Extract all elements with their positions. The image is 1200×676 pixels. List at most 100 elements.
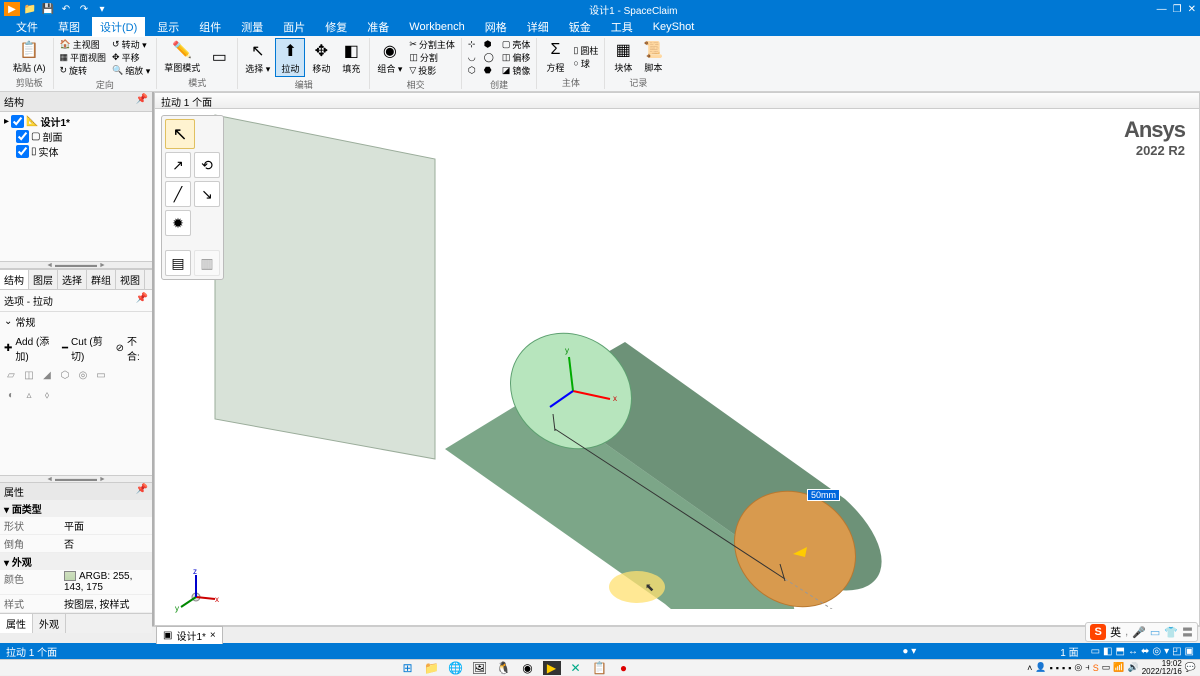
menu-修复[interactable]: 修复 — [317, 17, 355, 37]
minimize-icon[interactable]: — — [1157, 4, 1167, 15]
opt-icon[interactable]: ▵ — [22, 388, 36, 402]
ribbon-btn-⬡[interactable]: ⬡ — [466, 64, 480, 77]
app-icon[interactable]: 📋 — [591, 661, 609, 675]
redo-icon[interactable]: ↷ — [76, 2, 92, 16]
tray-icon[interactable]: ◎ — [1074, 662, 1082, 673]
volume-icon[interactable]: 🔊 — [1128, 662, 1139, 673]
ime-icon[interactable]: 〓 — [1182, 624, 1193, 640]
wifi-icon[interactable]: 📶 — [1113, 662, 1124, 673]
menu-组件[interactable]: 组件 — [191, 17, 229, 37]
notifications-icon[interactable]: 💬 — [1185, 662, 1196, 673]
tray-chevron-icon[interactable]: ˄ — [1027, 663, 1032, 673]
menu-显示[interactable]: 显示 — [149, 17, 187, 37]
prop-cat-facetype[interactable]: ▾ 面类型 — [0, 500, 152, 517]
tray-icon[interactable]: ▪ — [1062, 663, 1065, 673]
menu-面片[interactable]: 面片 — [275, 17, 313, 37]
ime-bar[interactable]: S 英 , 🎤 ▭ 👕 〓 — [1085, 622, 1198, 642]
tree-item[interactable]: ▯实体 — [2, 144, 150, 159]
record-icon[interactable]: ● — [615, 661, 633, 675]
ribbon-btn-草图模式[interactable]: ✏️草图模式 — [161, 38, 203, 75]
document-tab[interactable]: ▣设计1*× — [156, 626, 223, 644]
status-icon[interactable]: ⬌ — [1141, 646, 1149, 657]
tab-视图[interactable]: 视图 — [116, 270, 145, 289]
status-icon[interactable]: ▣ — [1185, 646, 1194, 657]
ribbon-btn-方程[interactable]: Σ方程 — [541, 38, 569, 75]
cut-button[interactable]: Cut (剪切) — [71, 333, 113, 363]
menu-详细[interactable]: 详细 — [519, 17, 557, 37]
ribbon-btn-填充[interactable]: ◧填充 — [337, 39, 365, 76]
edge-icon[interactable]: 🌐 — [447, 661, 465, 675]
maximize-icon[interactable]: ❐ — [1173, 4, 1182, 15]
opt-icon[interactable]: ⬨ — [40, 388, 54, 402]
status-icon[interactable]: ▭ — [1091, 646, 1100, 657]
ribbon-btn-平移[interactable]: ✥平移 — [110, 51, 152, 64]
axis-gizmo[interactable]: x y z — [173, 569, 219, 615]
prop-pin-icon[interactable]: 📌 — [136, 484, 148, 499]
status-icon[interactable]: ◧ — [1103, 646, 1112, 657]
opt-icon[interactable]: ◐ — [4, 388, 18, 402]
undo-icon[interactable]: ↶ — [58, 2, 74, 16]
ribbon-btn-选择 ▾[interactable]: ↖选择 ▾ — [242, 39, 273, 76]
menu-Workbench[interactable]: Workbench — [401, 19, 472, 35]
vp-tool-icon[interactable]: ⟲ — [194, 152, 220, 178]
app-icon[interactable]: ▶ — [543, 661, 561, 675]
ribbon-btn-圆柱[interactable]: ▯圆柱 — [571, 44, 600, 57]
status-indicator-icon[interactable]: ● ▾ — [902, 646, 916, 657]
close-icon[interactable]: ✕ — [1188, 4, 1196, 15]
ribbon-btn-⬢[interactable]: ⬢ — [482, 38, 498, 51]
ribbon-btn-拉动[interactable]: ⬆拉动 — [275, 38, 305, 77]
add-button[interactable]: Add (添加) — [15, 333, 59, 363]
ime-icon[interactable]: ▭ — [1150, 626, 1160, 639]
app-icon[interactable]: ▶ — [4, 2, 20, 16]
tray-icon[interactable]: ▪ — [1050, 663, 1053, 673]
tree-item[interactable]: ▸📐设计1* — [2, 114, 150, 129]
status-icon[interactable]: ↔ — [1128, 646, 1138, 657]
vp-tool-icon[interactable]: ▤ — [165, 250, 191, 276]
status-icon[interactable]: ◰ — [1172, 646, 1181, 657]
tree-item[interactable]: ▢剖面 — [2, 129, 150, 144]
status-icon[interactable]: ▾ — [1164, 646, 1169, 657]
clock[interactable]: 19:022022/12/16 — [1142, 660, 1182, 676]
ribbon-btn-⬣[interactable]: ⬣ — [482, 64, 498, 77]
ribbon-btn-▭[interactable]: ▭ — [205, 45, 233, 69]
tree-checkbox[interactable] — [11, 115, 24, 128]
open-icon[interactable]: 📁 — [22, 2, 38, 16]
opt-icon[interactable]: ◫ — [22, 368, 36, 382]
vp-tool-icon[interactable]: ↗ — [165, 152, 191, 178]
menu-工具[interactable]: 工具 — [603, 17, 641, 37]
ribbon-btn-投影[interactable]: ▽投影 — [407, 64, 457, 77]
tree-checkbox[interactable] — [16, 145, 29, 158]
panel-pin-icon[interactable]: 📌 — [136, 94, 148, 109]
tab-结构[interactable]: 结构 — [0, 270, 29, 289]
ribbon-btn-偏移[interactable]: ◫偏移 — [500, 51, 533, 64]
ribbon-btn-球[interactable]: ○球 — [571, 57, 600, 70]
tab-选择[interactable]: 选择 — [58, 270, 87, 289]
tree-view[interactable]: ▸📐设计1*▢剖面▯实体 — [0, 112, 152, 161]
vp-tool-icon[interactable]: ╱ — [165, 181, 191, 207]
tab-外观[interactable]: 外观 — [33, 614, 66, 633]
ribbon-btn-缩放 ▾[interactable]: 🔍缩放 ▾ — [110, 64, 152, 77]
tray-icon[interactable]: S — [1093, 663, 1099, 673]
ribbon-btn-◯[interactable]: ◯ — [482, 51, 498, 64]
tray-icon[interactable]: 👤 — [1035, 662, 1046, 673]
opt-icon[interactable]: ⬡ — [58, 368, 72, 382]
opt-icon[interactable]: ◢ — [40, 368, 54, 382]
ribbon-btn-镜像[interactable]: ◪镜像 — [500, 64, 533, 77]
prop-cat-appearance[interactable]: ▾ 外观 — [0, 553, 152, 570]
vp-tool-icon[interactable]: ✹ — [165, 210, 191, 236]
dimension-input[interactable]: 50mm — [807, 489, 840, 501]
ribbon-btn-脚本[interactable]: 📜脚本 — [639, 38, 667, 75]
start-icon[interactable]: ⊞ — [399, 661, 417, 675]
explorer-icon[interactable]: 📁 — [423, 661, 441, 675]
prop-val[interactable]: 按图层, 按样式 — [60, 595, 152, 612]
opt-icon[interactable]: ▭ — [94, 368, 108, 382]
ribbon-btn-◡[interactable]: ◡ — [466, 51, 480, 64]
vp-tool-icon[interactable]: ↘ — [194, 181, 220, 207]
options-pin-icon[interactable]: 📌 — [136, 293, 148, 308]
tray-icon[interactable]: ▭ — [1102, 662, 1111, 673]
ribbon-btn-粘贴 (A)[interactable]: 📋粘贴 (A) — [10, 38, 49, 75]
ime-icon[interactable]: 🎤 — [1132, 626, 1146, 639]
qq-icon[interactable]: 🐧 — [495, 661, 513, 675]
opt-icon[interactable]: ◎ — [76, 368, 90, 382]
status-icon[interactable]: ⬒ — [1115, 646, 1124, 657]
